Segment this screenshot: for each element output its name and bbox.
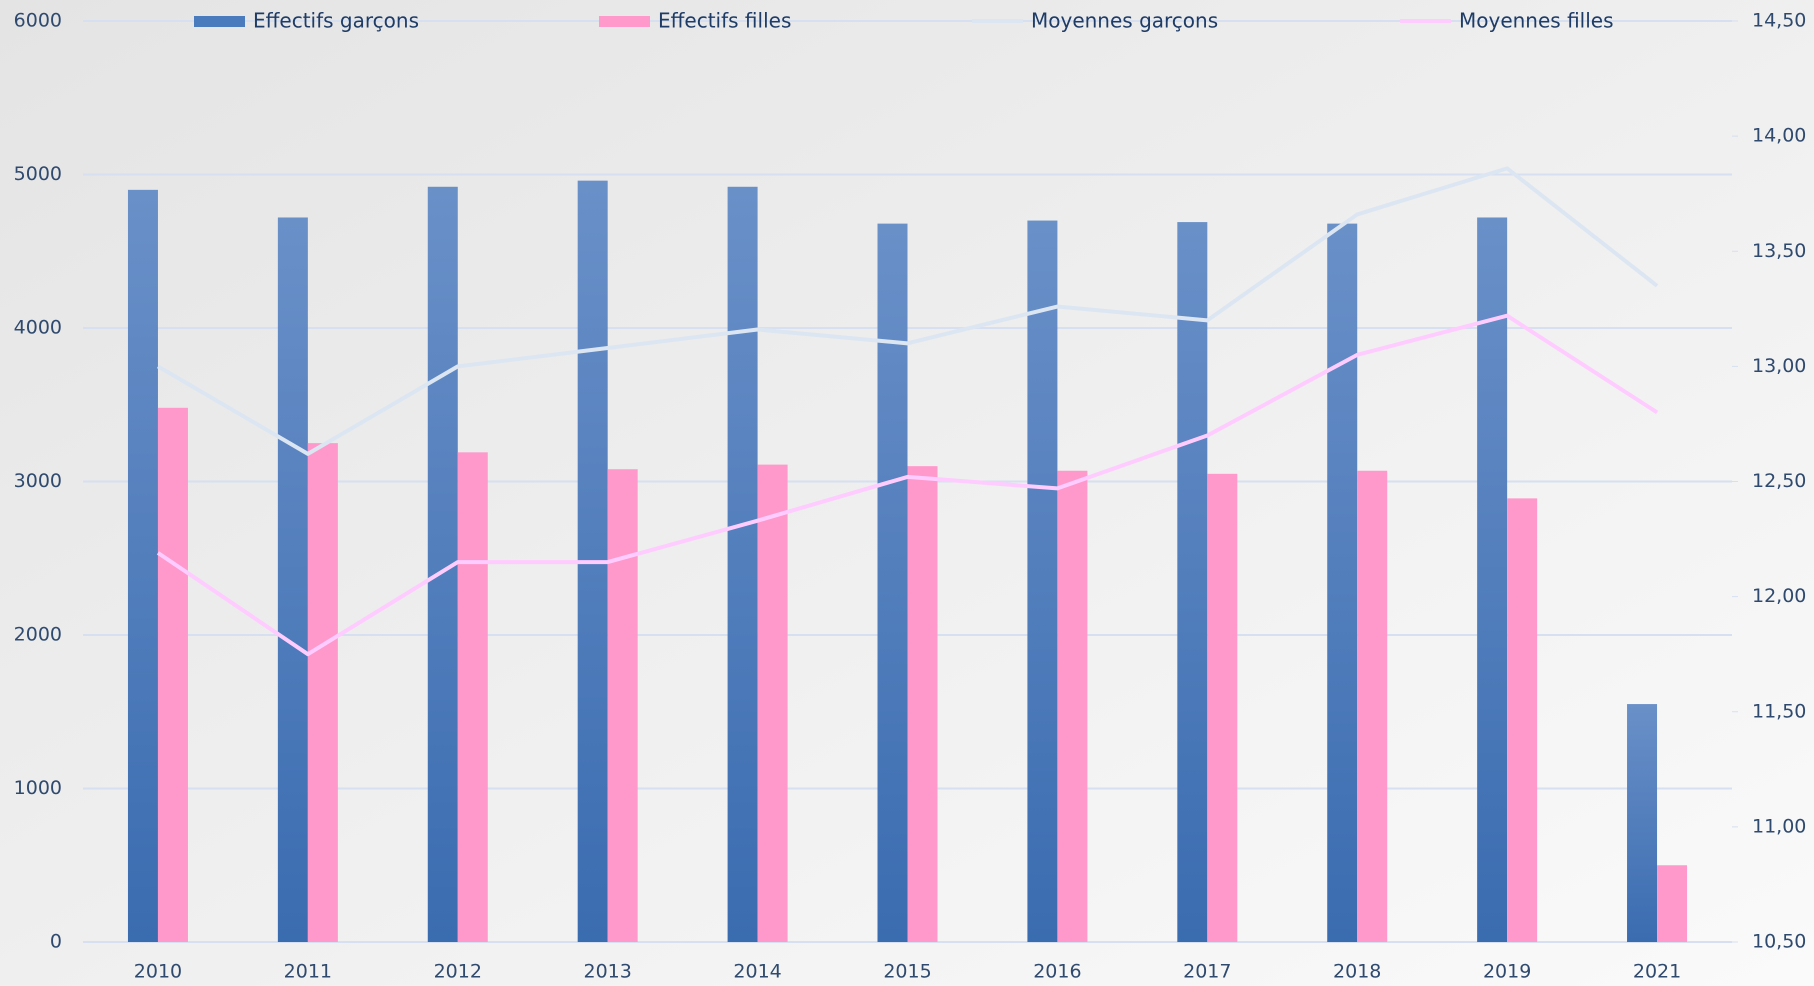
bar xyxy=(907,466,938,942)
legend-label: Effectifs filles xyxy=(658,9,791,33)
bar xyxy=(1207,473,1238,942)
y2-tick-label: 11,50 xyxy=(1752,700,1806,722)
bar xyxy=(1327,223,1358,942)
bar xyxy=(307,443,338,942)
x-tick-label: 2013 xyxy=(584,961,632,983)
bar xyxy=(1657,865,1688,942)
y-tick-label: 4000 xyxy=(14,317,62,339)
y-tick-label: 1000 xyxy=(14,777,62,799)
bar xyxy=(457,452,488,942)
y-tick-label: 5000 xyxy=(14,163,62,185)
x-tick-label: 2021 xyxy=(1633,961,1681,983)
bar xyxy=(1507,498,1538,942)
bar xyxy=(1477,217,1508,943)
y2-tick-label: 12,00 xyxy=(1752,585,1806,607)
bar xyxy=(157,407,188,942)
y2-tick-label: 10,50 xyxy=(1752,931,1806,953)
x-tick-label: 2015 xyxy=(883,961,931,983)
y2-tick-label: 13,00 xyxy=(1752,355,1806,377)
y-tick-label: 6000 xyxy=(14,10,62,32)
y-tick-label: 3000 xyxy=(14,470,62,492)
bar xyxy=(757,464,788,942)
bar xyxy=(127,189,158,943)
bar xyxy=(277,217,308,943)
bar xyxy=(877,223,908,942)
bar xyxy=(1177,222,1208,942)
legend-swatch xyxy=(599,16,650,27)
line xyxy=(156,166,1659,456)
x-tick-label: 2018 xyxy=(1333,961,1381,983)
bar xyxy=(1057,470,1088,942)
x-tick-label: 2017 xyxy=(1183,961,1231,983)
bar xyxy=(1027,220,1058,943)
x-tick-label: 2014 xyxy=(733,961,781,983)
legend-label: Effectifs garçons xyxy=(253,9,419,33)
y2-tick-label: 14,00 xyxy=(1752,125,1806,147)
x-tick-label: 2011 xyxy=(284,961,332,983)
bar xyxy=(1357,470,1388,942)
y-tick-label: 2000 xyxy=(14,624,62,646)
x-tick-label: 2010 xyxy=(134,961,182,983)
legend-label: Moyennes filles xyxy=(1459,9,1614,33)
y2-tick-label: 14,50 xyxy=(1752,10,1806,32)
x-tick-label: 2019 xyxy=(1483,961,1531,983)
y2-tick-label: 12,50 xyxy=(1752,470,1806,492)
x-tick-label: 2016 xyxy=(1033,961,1081,983)
legend-label: Moyennes garçons xyxy=(1031,9,1218,33)
legend-swatch xyxy=(194,16,245,27)
bar xyxy=(607,469,638,942)
y2-tick-label: 13,50 xyxy=(1752,240,1806,262)
y2-tick-label: 11,00 xyxy=(1752,815,1806,837)
bar xyxy=(727,186,758,942)
line xyxy=(156,313,1659,657)
x-tick-label: 2012 xyxy=(434,961,482,983)
y-tick-label: 0 xyxy=(50,931,62,953)
bar xyxy=(1627,704,1658,942)
